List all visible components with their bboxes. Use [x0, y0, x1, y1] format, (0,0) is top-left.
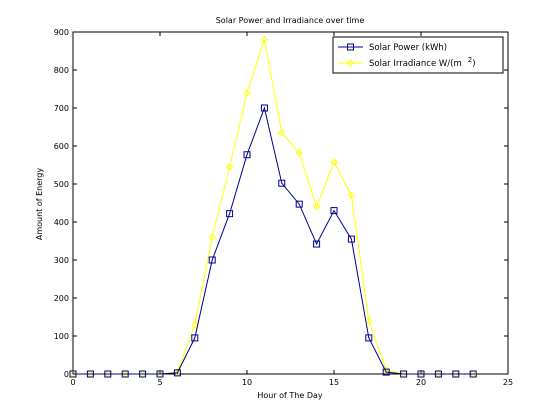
data-point-power	[313, 240, 321, 248]
y-tick-label: 300	[54, 256, 69, 265]
data-point-power	[260, 104, 268, 112]
data-point-power	[156, 370, 164, 378]
data-point-power	[330, 207, 338, 215]
data-point-power	[208, 256, 216, 264]
legend-label-suffix: )	[472, 59, 475, 69]
legend-marker-diamond	[346, 59, 355, 67]
y-tick-label: 200	[54, 294, 69, 303]
legend-label-0: Solar Power (kWh)	[369, 43, 447, 53]
data-point-irradiance	[347, 191, 356, 200]
data-point-power	[121, 370, 129, 378]
data-point-irradiance	[365, 317, 373, 325]
data-point-power	[295, 200, 303, 208]
x-tick-label: 5	[157, 378, 162, 387]
data-point-irradiance	[173, 368, 182, 376]
data-point-power	[191, 334, 199, 342]
data-point-power	[469, 370, 477, 378]
data-point-power	[104, 370, 112, 378]
data-point-irradiance	[260, 35, 269, 44]
data-point-irradiance	[225, 163, 234, 171]
data-point-power	[365, 334, 373, 342]
x-tick-label: 20	[416, 378, 426, 387]
plot-area-frame	[72, 31, 509, 375]
data-point-power	[400, 370, 408, 378]
legend: Solar Power (kWh) Solar Irradiance W/(m 2)	[332, 36, 504, 74]
legend-box	[332, 36, 504, 74]
legend-label-superscript: 2	[468, 56, 472, 64]
data-point-irradiance	[278, 128, 286, 137]
x-axis-label: Hour of The Day	[257, 391, 323, 400]
data-point-irradiance	[312, 203, 321, 211]
plot-layer: 0 5 10 15 20 25 0 100 200 300 400 500 600 700 800 900	[54, 28, 513, 387]
y-tick-label: 500	[54, 180, 69, 189]
data-point-power	[417, 370, 425, 378]
data-point-irradiance	[243, 89, 251, 97]
data-point-irradiance	[191, 320, 199, 329]
data-point-power	[347, 235, 355, 243]
data-point-power	[278, 179, 286, 187]
y-tick-label: 900	[54, 28, 69, 37]
y-tick-label: 400	[54, 218, 69, 227]
x-tick-label: 25	[503, 378, 513, 387]
data-point-power	[173, 369, 181, 377]
data-point-irradiance	[330, 158, 338, 166]
data-point-power	[243, 151, 251, 159]
x-tick-label: 15	[329, 378, 339, 387]
data-point-power	[452, 370, 460, 378]
data-point-power	[434, 370, 442, 378]
data-point-irradiance	[208, 233, 216, 241]
x-tick-label: 0	[70, 378, 75, 387]
y-tick-label: 0	[64, 370, 69, 379]
y-tick-label: 100	[54, 332, 69, 341]
data-point-power	[69, 370, 77, 378]
y-tick-label: 600	[54, 142, 69, 151]
legend-label-1: Solar Irradiance W/(m 2)	[369, 56, 476, 69]
legend-marker-square	[347, 43, 354, 51]
chart-title: Solar Power and Irradiance over time	[216, 16, 365, 25]
y-axis-label: Amount of Energy	[35, 168, 44, 241]
data-point-power	[86, 370, 94, 378]
data-point-power	[139, 370, 147, 378]
y-tick-label: 700	[54, 104, 69, 113]
data-point-power	[382, 368, 390, 376]
data-point-irradiance	[295, 149, 303, 157]
data-point-power	[226, 210, 234, 218]
y-tick-label: 800	[54, 66, 69, 75]
x-tick-label: 10	[242, 378, 252, 387]
